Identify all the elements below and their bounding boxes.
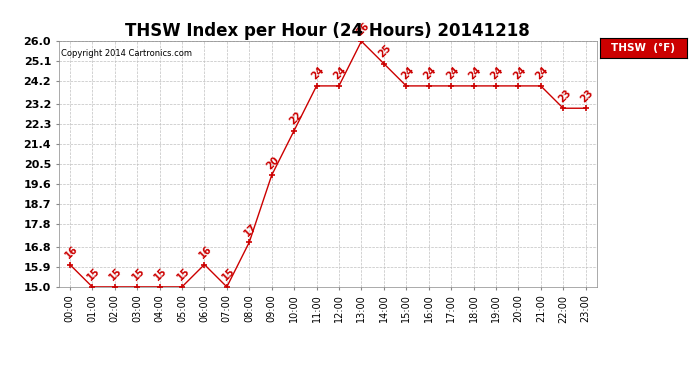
Text: 15: 15 — [108, 266, 124, 283]
Text: 15: 15 — [152, 266, 169, 283]
Text: 20: 20 — [265, 154, 282, 171]
Text: 22: 22 — [287, 110, 304, 126]
Title: THSW Index per Hour (24 Hours) 20141218: THSW Index per Hour (24 Hours) 20141218 — [126, 22, 530, 40]
Text: 15: 15 — [86, 266, 102, 283]
Text: 16: 16 — [63, 244, 79, 260]
Text: 24: 24 — [310, 65, 326, 82]
Text: 15: 15 — [175, 266, 192, 283]
Text: 23: 23 — [556, 87, 573, 104]
Text: 24: 24 — [466, 65, 483, 82]
Text: 17: 17 — [242, 221, 259, 238]
Text: 24: 24 — [422, 65, 438, 82]
Text: 24: 24 — [489, 65, 506, 82]
Text: 26: 26 — [355, 21, 371, 37]
Text: 16: 16 — [197, 244, 214, 260]
Text: 24: 24 — [511, 65, 528, 82]
Text: 24: 24 — [534, 65, 551, 82]
Text: 15: 15 — [130, 266, 147, 283]
Text: 25: 25 — [377, 43, 393, 59]
Text: 15: 15 — [220, 266, 237, 283]
Text: 23: 23 — [579, 87, 595, 104]
Text: 24: 24 — [444, 65, 461, 82]
Text: Copyright 2014 Cartronics.com: Copyright 2014 Cartronics.com — [61, 49, 193, 58]
Text: 24: 24 — [332, 65, 348, 82]
Text: THSW  (°F): THSW (°F) — [611, 43, 676, 53]
Text: 24: 24 — [400, 65, 416, 82]
